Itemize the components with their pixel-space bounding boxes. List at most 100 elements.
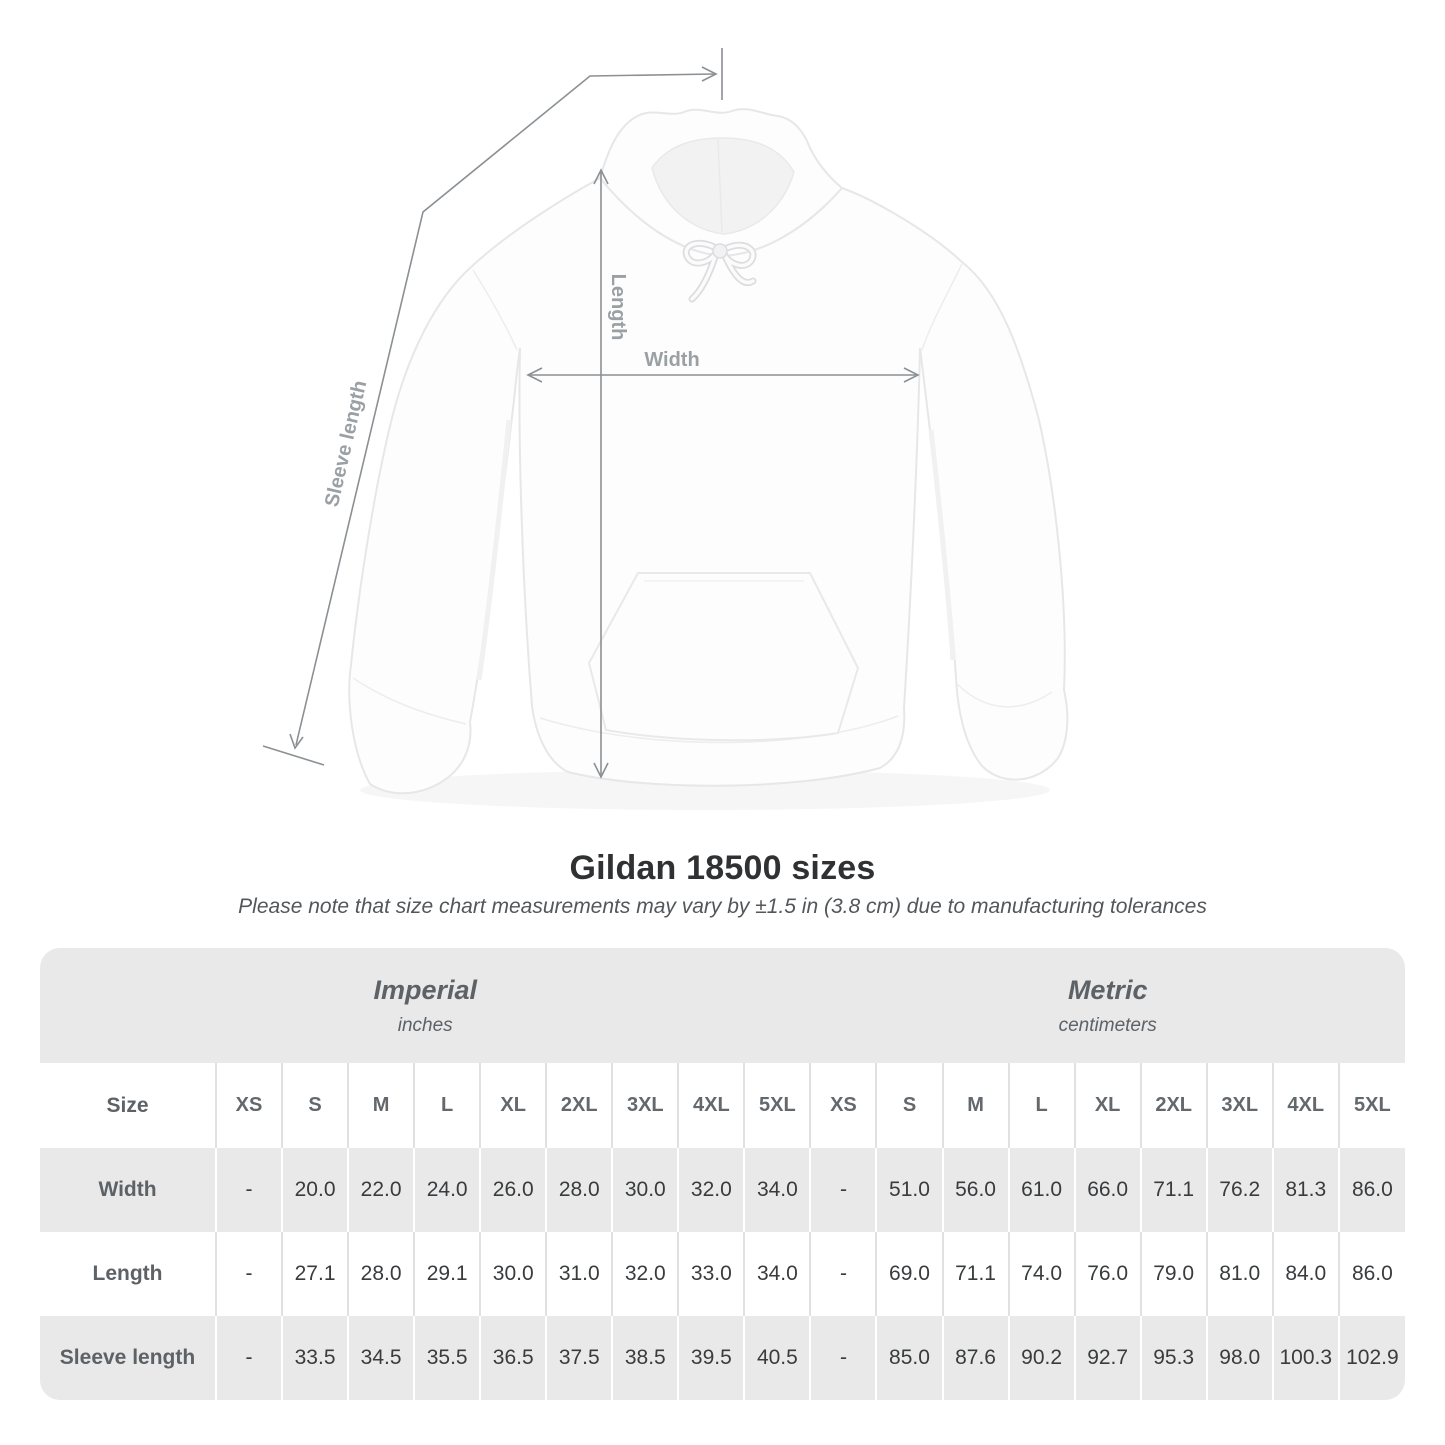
sleeve-length-label: Sleeve length [321,378,371,509]
width-imperial-m: 22.0 [347,1148,415,1232]
width-metric-s: 51.0 [875,1148,943,1232]
hoodie-measurement-diagram: Width Length Sleeve length [262,48,1069,810]
floor-shadow [360,770,1050,810]
width-metric-4xl: 81.3 [1271,1148,1339,1232]
hood-interior [651,137,795,235]
hood-center-seam [717,139,723,233]
sleeve-metric-m: 87.6 [941,1316,1009,1400]
size-col-header-metric-5xl: 5XL [1337,1063,1405,1148]
width-row: Width - 20.0 22.0 24.0 26.0 28.0 30.0 32… [40,1148,1405,1232]
length-imperial-xs: - [214,1232,283,1316]
size-chart-table: Imperial inches Metric centimeters Size … [40,948,1405,1400]
sleeve-length-row: Sleeve length - 33.5 34.5 35.5 36.5 37.5… [40,1316,1405,1400]
sleeve-imperial-m: 34.5 [347,1316,415,1400]
page-title: Gildan 18500 sizes [569,849,876,887]
width-label: Width [644,349,699,371]
drawstring-knot [712,243,728,259]
size-col-header-metric-m: M [941,1063,1009,1148]
length-imperial-3xl: 32.0 [611,1232,679,1316]
size-col-header-metric-xs: XS [809,1063,877,1148]
width-metric-2xl: 71.1 [1139,1148,1207,1232]
sleeve-metric-s: 85.0 [875,1316,943,1400]
length-label: Length [607,274,629,341]
length-row: Length - 27.1 28.0 29.1 30.0 31.0 32.0 3… [40,1232,1405,1316]
width-metric-m: 56.0 [941,1148,1009,1232]
sleeve-length-measure-line [295,73,715,746]
size-header-cell: Size [106,1093,149,1117]
row-label-width: Width [40,1148,216,1232]
size-col-header-imperial-l: L [413,1063,481,1148]
sleeve-arrowhead-right [701,66,718,82]
width-arrowhead-left [526,367,543,383]
size-chart: Imperial inches Metric centimeters Size … [40,948,1405,1400]
unit-section-row: Imperial inches Metric centimeters [40,948,1405,1063]
sleeve-metric-3xl: 98.0 [1205,1316,1273,1400]
width-imperial-l: 24.0 [413,1148,481,1232]
length-arrowhead-top [593,168,609,185]
length-imperial-4xl: 33.0 [677,1232,745,1316]
length-arrowhead-bottom [593,762,609,779]
sleeve-imperial-4xl: 39.5 [677,1316,745,1400]
measurement-lines [262,48,920,779]
width-imperial-4xl: 32.0 [677,1148,745,1232]
width-imperial-s: 20.0 [281,1148,349,1232]
hoodie-pocket [587,572,860,742]
sleeve-metric-4xl: 100.3 [1271,1316,1339,1400]
metric-label: Metric [1067,974,1148,1005]
length-metric-3xl: 81.0 [1205,1232,1273,1316]
sleeve-imperial-l: 35.5 [413,1316,481,1400]
size-col-header-imperial-xs: XS [214,1063,283,1148]
size-col-header-metric-xl: XL [1073,1063,1141,1148]
width-imperial-xl: 26.0 [479,1148,547,1232]
sleeve-metric-xs: - [809,1316,877,1400]
width-imperial-2xl: 28.0 [545,1148,613,1232]
imperial-label: Imperial [373,974,477,1005]
sleeve-imperial-5xl: 40.5 [743,1316,811,1400]
sleeve-metric-2xl: 95.3 [1139,1316,1207,1400]
tolerance-note: Please note that size chart measurements… [238,895,1207,918]
width-imperial-3xl: 30.0 [611,1148,679,1232]
sleeve-metric-l: 90.2 [1007,1316,1075,1400]
size-header-row: Size XS S M L XL 2XL 3XL 4XL 5XL XS S M … [40,1063,1405,1148]
sleeve-end-tick [262,745,325,766]
sleeve-imperial-2xl: 37.5 [545,1316,613,1400]
row-label-sleeve-length: Sleeve length [40,1316,216,1400]
size-col-header-metric-3xl: 3XL [1205,1063,1273,1148]
width-metric-xl: 66.0 [1073,1148,1141,1232]
sleeve-metric-xl: 92.7 [1073,1316,1141,1400]
metric-unit: centimeters [1058,1014,1157,1036]
length-metric-2xl: 79.0 [1139,1232,1207,1316]
row-label-length: Length [92,1262,163,1285]
width-metric-3xl: 76.2 [1205,1148,1273,1232]
length-metric-xl: 76.0 [1073,1232,1141,1316]
length-imperial-s: 27.1 [281,1232,349,1316]
size-col-header-metric-2xl: 2XL [1139,1063,1207,1148]
length-imperial-2xl: 31.0 [545,1232,613,1316]
length-imperial-xl: 30.0 [479,1232,547,1316]
sleeve-imperial-xs: - [214,1316,283,1400]
width-arrowhead-right [903,367,920,383]
sleeve-creases [476,419,956,681]
sleeve-arrowhead-bottom [289,733,304,750]
size-col-header-metric-4xl: 4XL [1271,1063,1339,1148]
hoodie-illustration [348,108,1069,810]
sleeve-imperial-s: 33.5 [281,1316,349,1400]
width-metric-l: 61.0 [1007,1148,1075,1232]
size-col-header-imperial-s: S [281,1063,349,1148]
size-col-header-imperial-3xl: 3XL [611,1063,679,1148]
sleeve-imperial-3xl: 38.5 [611,1316,679,1400]
size-col-header-imperial-xl: XL [479,1063,547,1148]
sleeve-metric-5xl: 102.9 [1337,1316,1405,1400]
size-col-header-metric-l: L [1007,1063,1075,1148]
width-imperial-5xl: 34.0 [743,1148,811,1232]
length-imperial-5xl: 34.0 [743,1232,811,1316]
size-col-header-imperial-m: M [347,1063,415,1148]
size-col-header-metric-s: S [875,1063,943,1148]
length-metric-l: 74.0 [1007,1232,1075,1316]
width-metric-xs: - [809,1148,877,1232]
width-metric-5xl: 86.0 [1337,1148,1405,1232]
length-metric-xs: - [809,1232,877,1316]
metric-section-header: Metric centimeters [810,948,1405,1063]
length-imperial-l: 29.1 [413,1232,481,1316]
imperial-section-header: Imperial inches [40,948,811,1063]
